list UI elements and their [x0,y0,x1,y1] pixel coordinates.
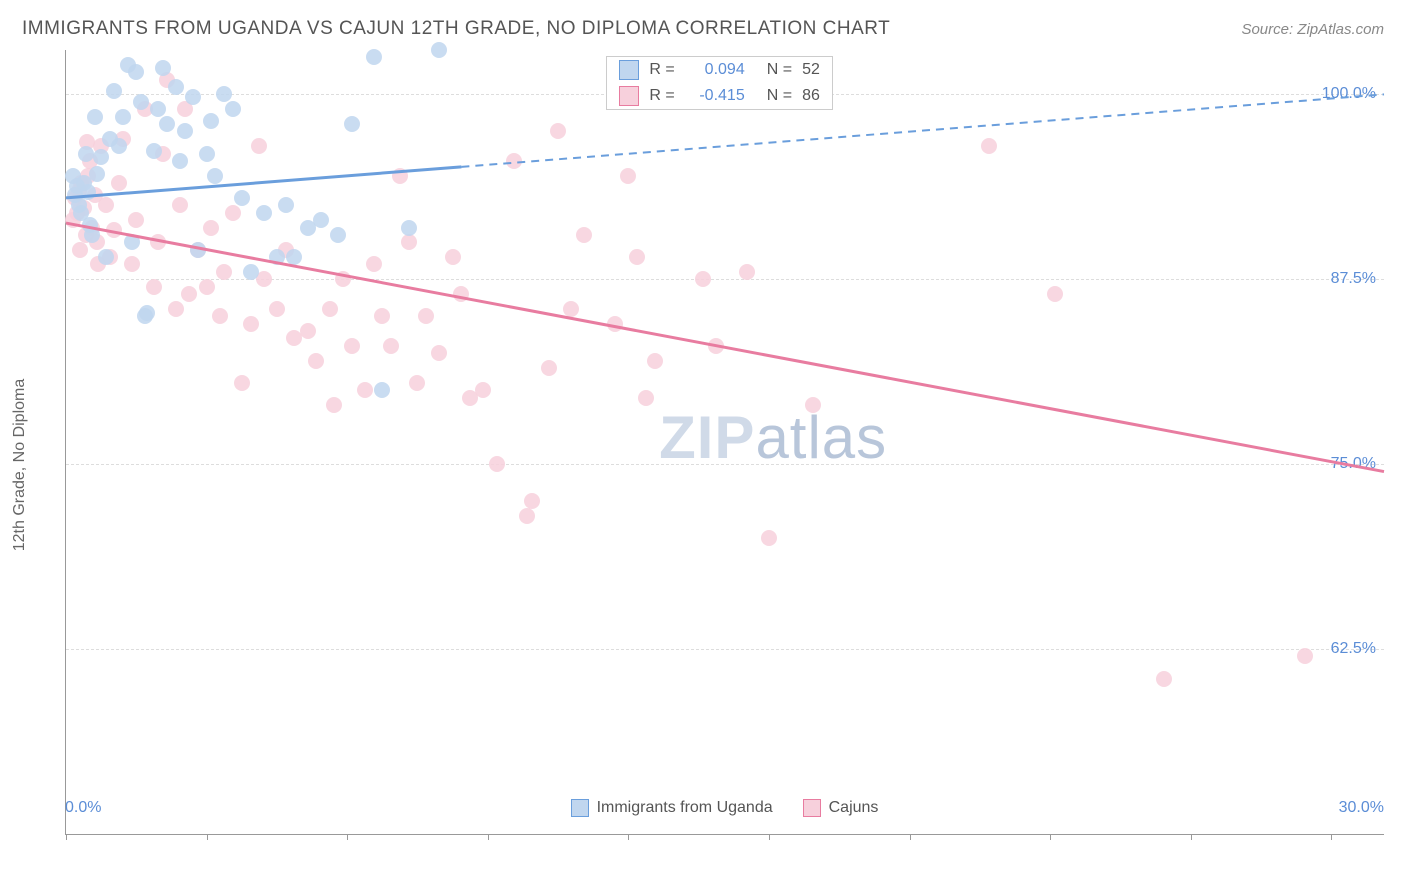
stat-row: R = 0.094 N = 52 [607,57,831,83]
trend-lines [66,50,1384,834]
x-tick [207,834,208,840]
stat-n-value: 86 [802,87,820,105]
stat-n-value: 52 [802,61,820,79]
x-tick [769,834,770,840]
stat-row: R = -0.415 N = 86 [607,83,831,109]
stat-n-label: N = [767,87,792,105]
stat-r-value: -0.415 [685,87,745,105]
chart-container: 12th Grade, No Diploma ZIPatlas R =0.094… [20,50,1384,880]
source-attribution: Source: ZipAtlas.com [1241,21,1384,38]
x-tick [910,834,911,840]
y-axis-label: 12th Grade, No Diploma [11,379,29,552]
stat-r-value: 0.094 [685,61,745,79]
stat-swatch [619,86,639,106]
stat-n-label: N = [767,61,792,79]
x-tick [488,834,489,840]
x-tick [347,834,348,840]
stat-swatch [619,60,639,80]
stat-r-label: R = [649,87,674,105]
stat-r-label: R = [649,61,674,79]
x-tick [1050,834,1051,840]
x-tick [1331,834,1332,840]
chart-title: IMMIGRANTS FROM UGANDA VS CAJUN 12TH GRA… [22,18,890,40]
x-tick [66,834,67,840]
x-tick [628,834,629,840]
x-tick [1191,834,1192,840]
correlation-stats-box: R = 0.094 N = 52 R = -0.415 N = 86 [606,56,832,110]
plot-area: ZIPatlas R =0.094N =52R =-0.415N =86 62.… [65,50,1384,835]
